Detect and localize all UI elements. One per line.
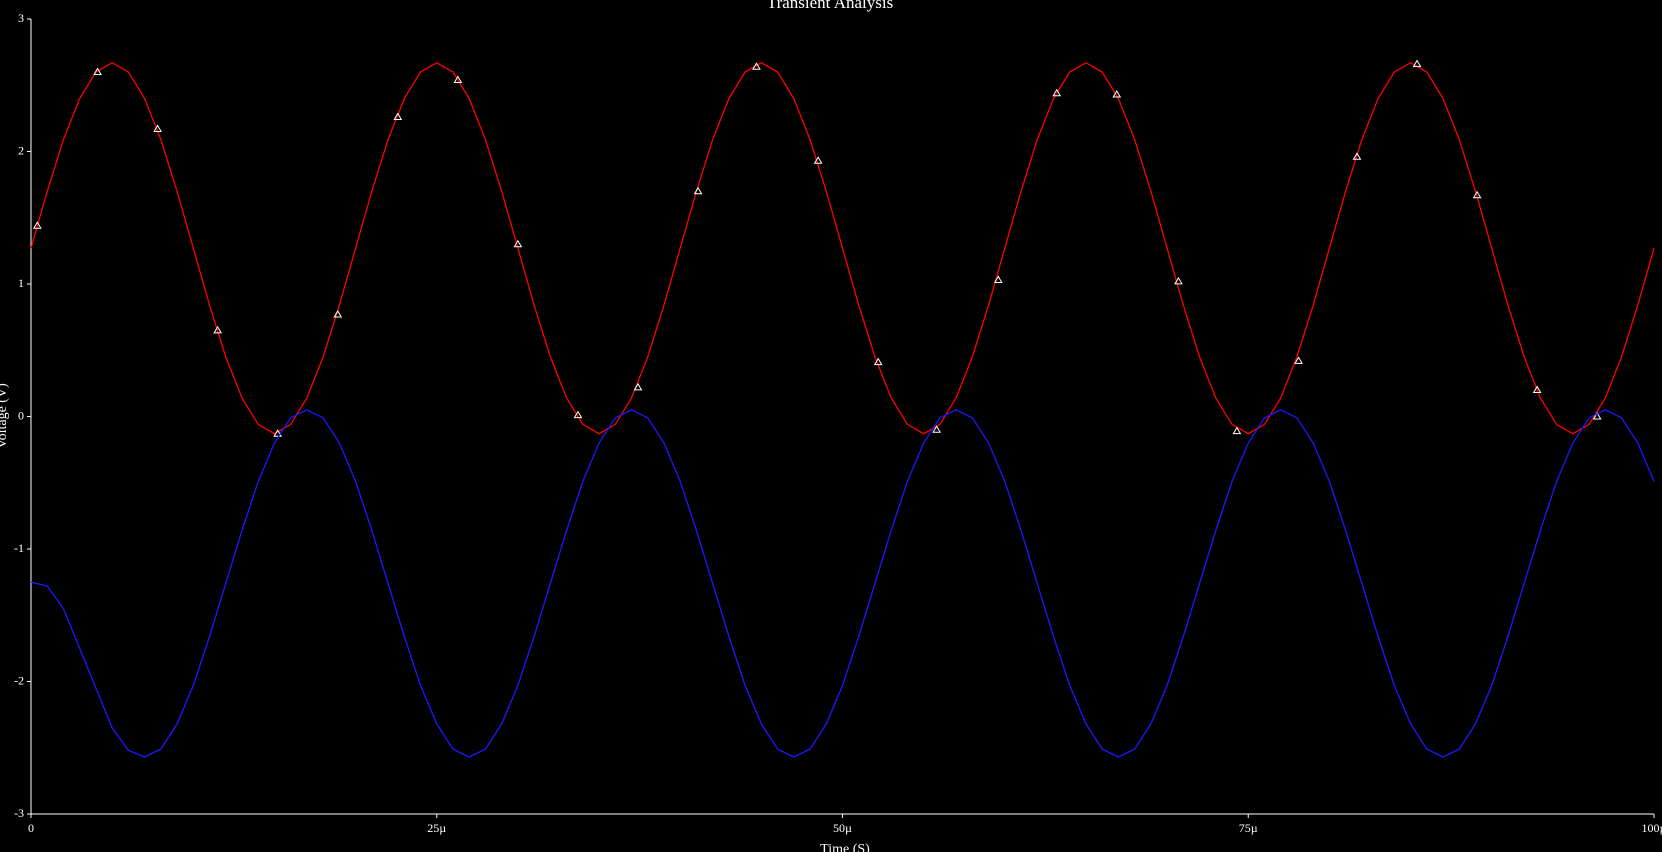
y-tick-label: 0 <box>18 408 24 422</box>
marker <box>453 75 463 83</box>
y-axis-title: Voltage (V) <box>0 383 10 449</box>
marker <box>513 239 523 248</box>
marker <box>752 62 761 70</box>
marker <box>633 382 643 391</box>
y-tick-label: 1 <box>18 276 24 290</box>
marker <box>813 156 823 164</box>
x-tick-label: 100µ <box>1642 821 1662 835</box>
marker <box>993 275 1003 284</box>
y-tick-label: -1 <box>14 541 24 555</box>
marker <box>1532 385 1542 393</box>
marker <box>1294 356 1303 364</box>
marker <box>1112 90 1122 98</box>
marker <box>153 124 162 132</box>
marker <box>93 67 102 75</box>
x-axis-title: Time (S) <box>820 842 870 852</box>
marker <box>393 112 403 121</box>
marker <box>1472 190 1482 199</box>
y-tick-label: 3 <box>18 11 24 25</box>
marker <box>213 325 223 334</box>
marker <box>932 425 942 433</box>
x-tick-label: 25µ <box>427 821 446 835</box>
marker <box>273 429 283 437</box>
y-tick-label: -3 <box>14 806 24 820</box>
marker <box>1592 412 1602 420</box>
marker <box>1232 426 1242 435</box>
series-line <box>30 409 1655 758</box>
marker <box>1412 59 1422 68</box>
y-tick-label: -2 <box>14 673 24 687</box>
marker <box>1174 276 1183 285</box>
marker <box>693 186 703 195</box>
y-tick-label: 2 <box>18 143 24 157</box>
marker <box>32 221 42 229</box>
series-line <box>30 61 1655 435</box>
x-tick-label: 0 <box>28 821 34 835</box>
marker <box>1352 152 1362 160</box>
chart-title: Transient Analysis <box>767 0 893 12</box>
x-tick-label: 75µ <box>1239 821 1258 835</box>
marker <box>1052 88 1062 97</box>
x-tick-label: 50µ <box>833 821 852 835</box>
marker <box>573 410 583 419</box>
marker <box>873 357 883 366</box>
marker <box>333 309 343 318</box>
